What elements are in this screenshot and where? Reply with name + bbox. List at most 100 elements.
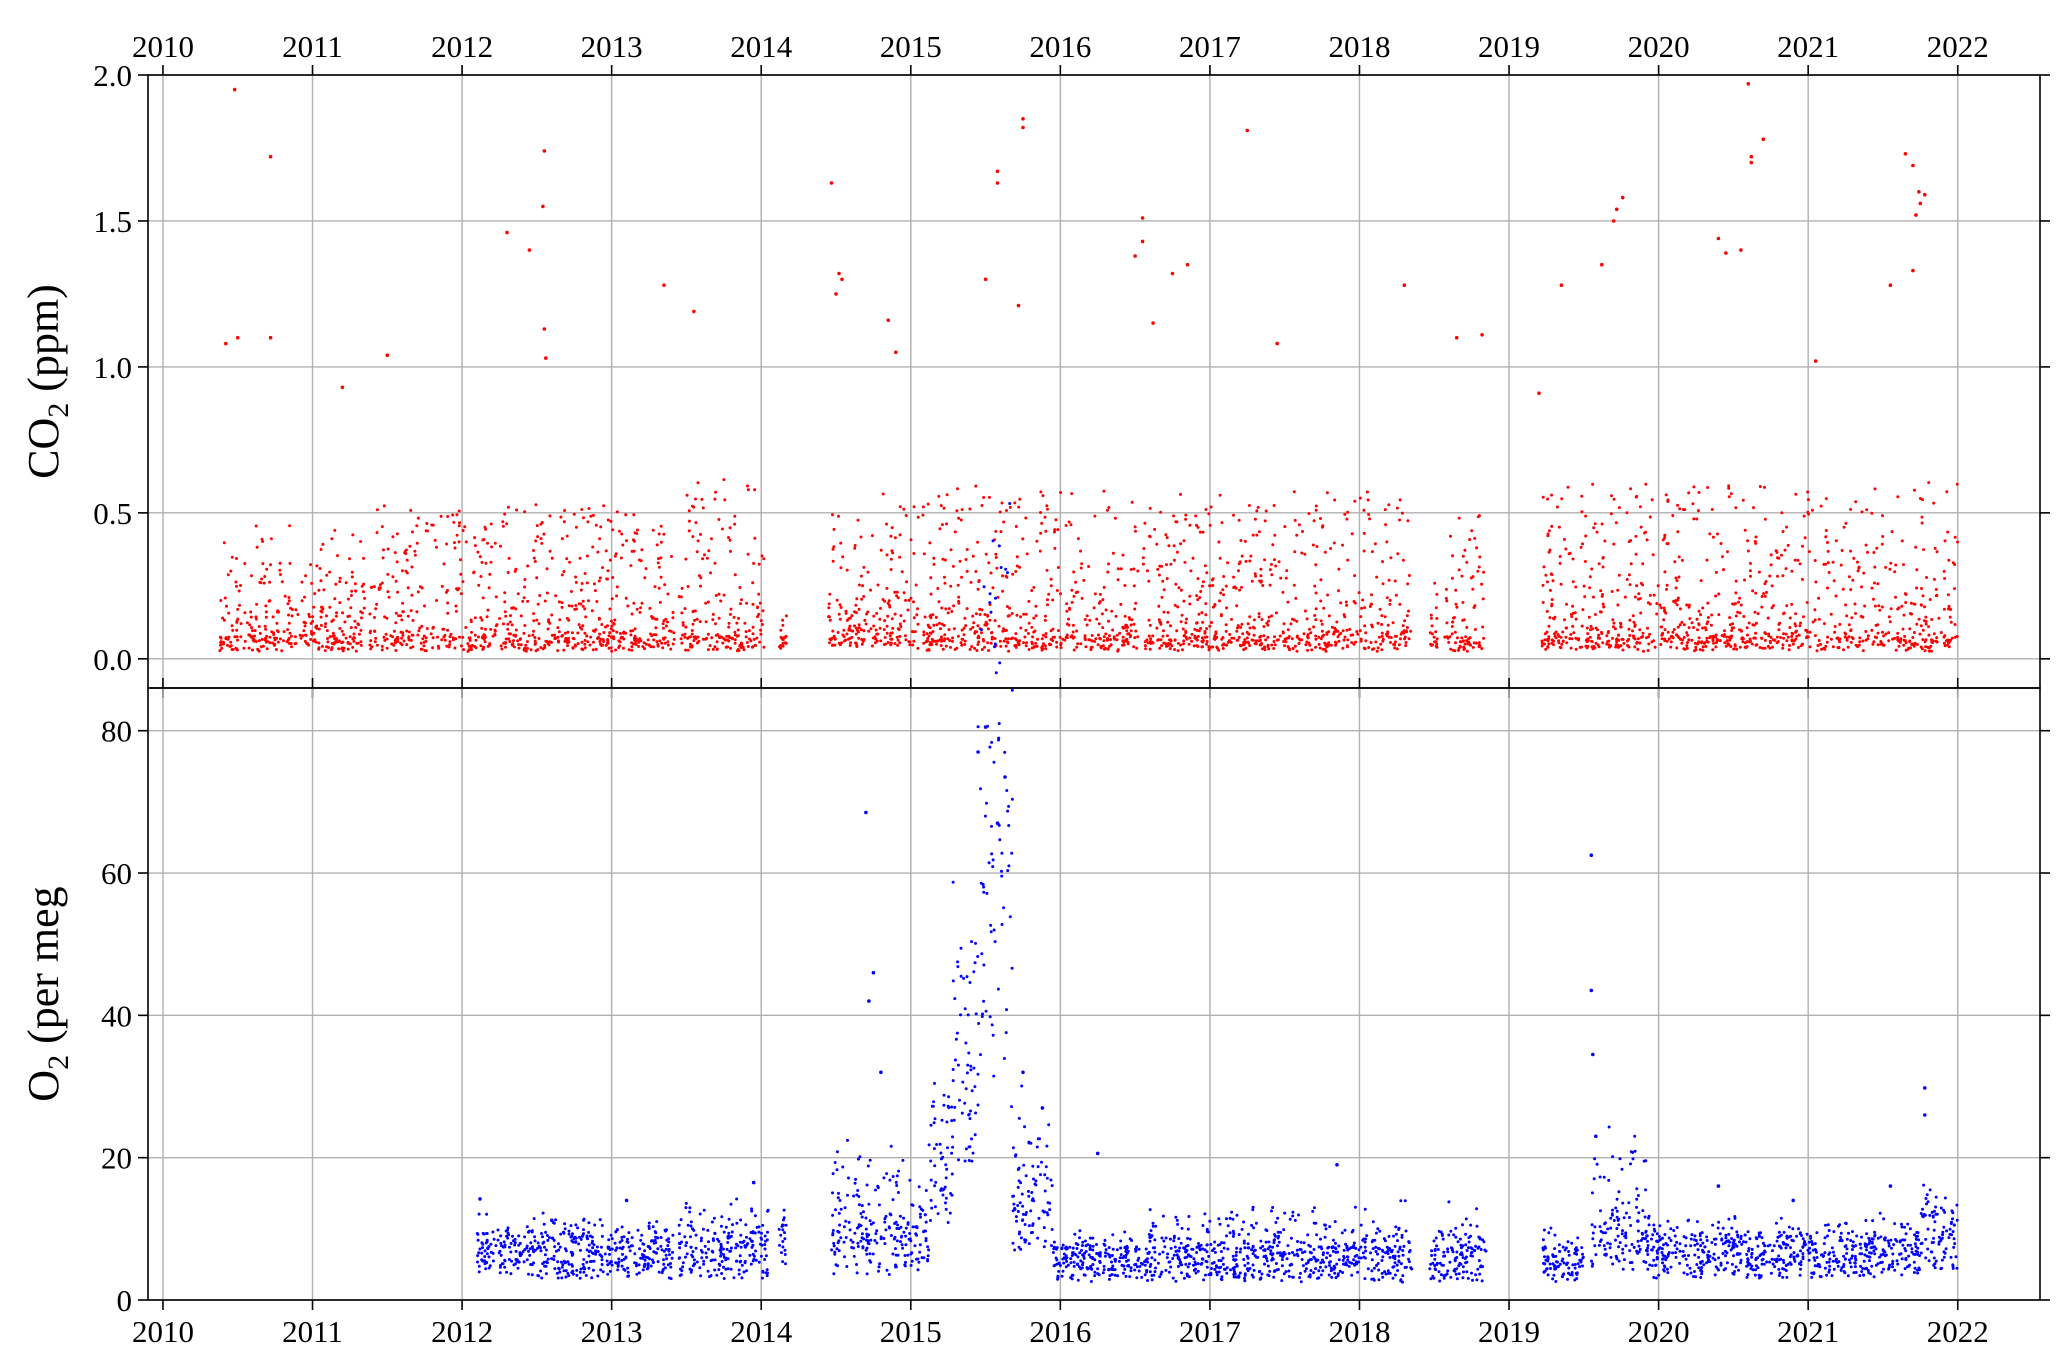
data-point xyxy=(1284,640,1288,644)
data-point xyxy=(1732,647,1736,651)
data-point xyxy=(985,891,989,895)
data-point xyxy=(714,490,718,494)
data-point xyxy=(1021,1212,1025,1216)
data-point xyxy=(418,626,422,630)
data-point xyxy=(1020,1219,1024,1222)
data-point xyxy=(640,548,644,552)
data-point xyxy=(731,1223,734,1227)
data-point xyxy=(1937,616,1941,620)
data-point xyxy=(1144,647,1148,651)
data-point xyxy=(540,1276,544,1280)
data-point xyxy=(699,584,702,588)
data-point xyxy=(556,1276,560,1280)
data-point xyxy=(1185,617,1188,621)
data-point xyxy=(1248,559,1252,563)
data-point xyxy=(1225,606,1229,610)
data-point xyxy=(255,602,259,606)
data-point xyxy=(1900,539,1904,543)
data-point xyxy=(359,640,363,644)
data-point xyxy=(856,1241,860,1245)
data-point xyxy=(1089,648,1093,652)
data-point xyxy=(1561,639,1565,643)
data-point xyxy=(835,598,839,602)
data-point xyxy=(632,513,636,517)
data-point xyxy=(1168,647,1172,651)
data-point xyxy=(1159,638,1163,642)
data-point xyxy=(942,639,946,643)
data-point xyxy=(781,1228,785,1232)
data-point xyxy=(1273,558,1276,562)
data-point xyxy=(525,640,529,644)
data-point xyxy=(859,574,863,578)
data-point xyxy=(570,604,574,608)
data-point xyxy=(1023,635,1027,639)
data-point xyxy=(831,629,835,633)
data-point xyxy=(1915,586,1919,590)
data-point xyxy=(1300,638,1304,642)
data-point xyxy=(1581,542,1584,546)
data-point xyxy=(1166,611,1170,614)
data-point xyxy=(831,1229,835,1232)
data-point xyxy=(972,621,976,625)
data-point xyxy=(1199,590,1203,593)
data-point xyxy=(883,636,887,639)
data-point xyxy=(1645,538,1649,542)
data-point xyxy=(1165,577,1169,580)
data-point xyxy=(1348,627,1352,631)
data-point xyxy=(1943,644,1947,648)
data-point xyxy=(1244,559,1248,563)
data-point xyxy=(489,627,493,631)
data-point xyxy=(564,1269,568,1273)
data-point xyxy=(534,503,538,507)
data-point xyxy=(1805,601,1809,604)
data-point xyxy=(643,576,647,580)
data-point xyxy=(253,634,256,638)
data-point xyxy=(1908,627,1912,631)
data-point xyxy=(491,1251,495,1255)
data-point xyxy=(1612,497,1616,501)
data-point xyxy=(668,1253,671,1257)
data-point xyxy=(598,1218,602,1222)
data-point xyxy=(983,814,987,818)
data-point xyxy=(602,631,606,634)
data-point xyxy=(1669,635,1673,639)
data-point xyxy=(332,642,336,646)
data-point xyxy=(351,533,355,537)
data-point xyxy=(1000,851,1004,855)
data-point xyxy=(502,1240,506,1244)
data-point xyxy=(510,1259,514,1263)
data-point xyxy=(459,572,463,576)
data-point xyxy=(722,1230,726,1234)
data-point xyxy=(1024,644,1028,648)
data-point xyxy=(1002,627,1006,631)
data-point xyxy=(761,1223,765,1227)
data-point xyxy=(331,631,335,635)
data-point xyxy=(1004,1031,1008,1035)
data-point xyxy=(1126,625,1130,629)
data-point xyxy=(1042,1210,1046,1214)
data-point xyxy=(1690,621,1694,625)
data-point xyxy=(1622,641,1626,645)
data-point xyxy=(722,478,726,482)
data-point xyxy=(1572,631,1576,635)
data-point xyxy=(521,599,525,603)
data-point xyxy=(1320,622,1324,626)
data-point xyxy=(1734,506,1738,510)
data-point xyxy=(1272,647,1276,650)
data-point xyxy=(729,646,733,650)
data-point xyxy=(1746,633,1749,637)
data-point xyxy=(1306,648,1310,652)
data-point xyxy=(218,635,222,639)
data-point xyxy=(756,605,760,609)
data-point xyxy=(1762,592,1766,596)
data-point xyxy=(1784,567,1788,571)
data-point xyxy=(497,1251,501,1255)
data-point xyxy=(487,1255,491,1259)
data-point xyxy=(1370,623,1374,627)
data-point xyxy=(1806,498,1810,502)
data-point xyxy=(1921,594,1925,598)
data-point xyxy=(1133,636,1137,640)
data-point xyxy=(1259,574,1263,578)
data-point xyxy=(1004,567,1008,571)
